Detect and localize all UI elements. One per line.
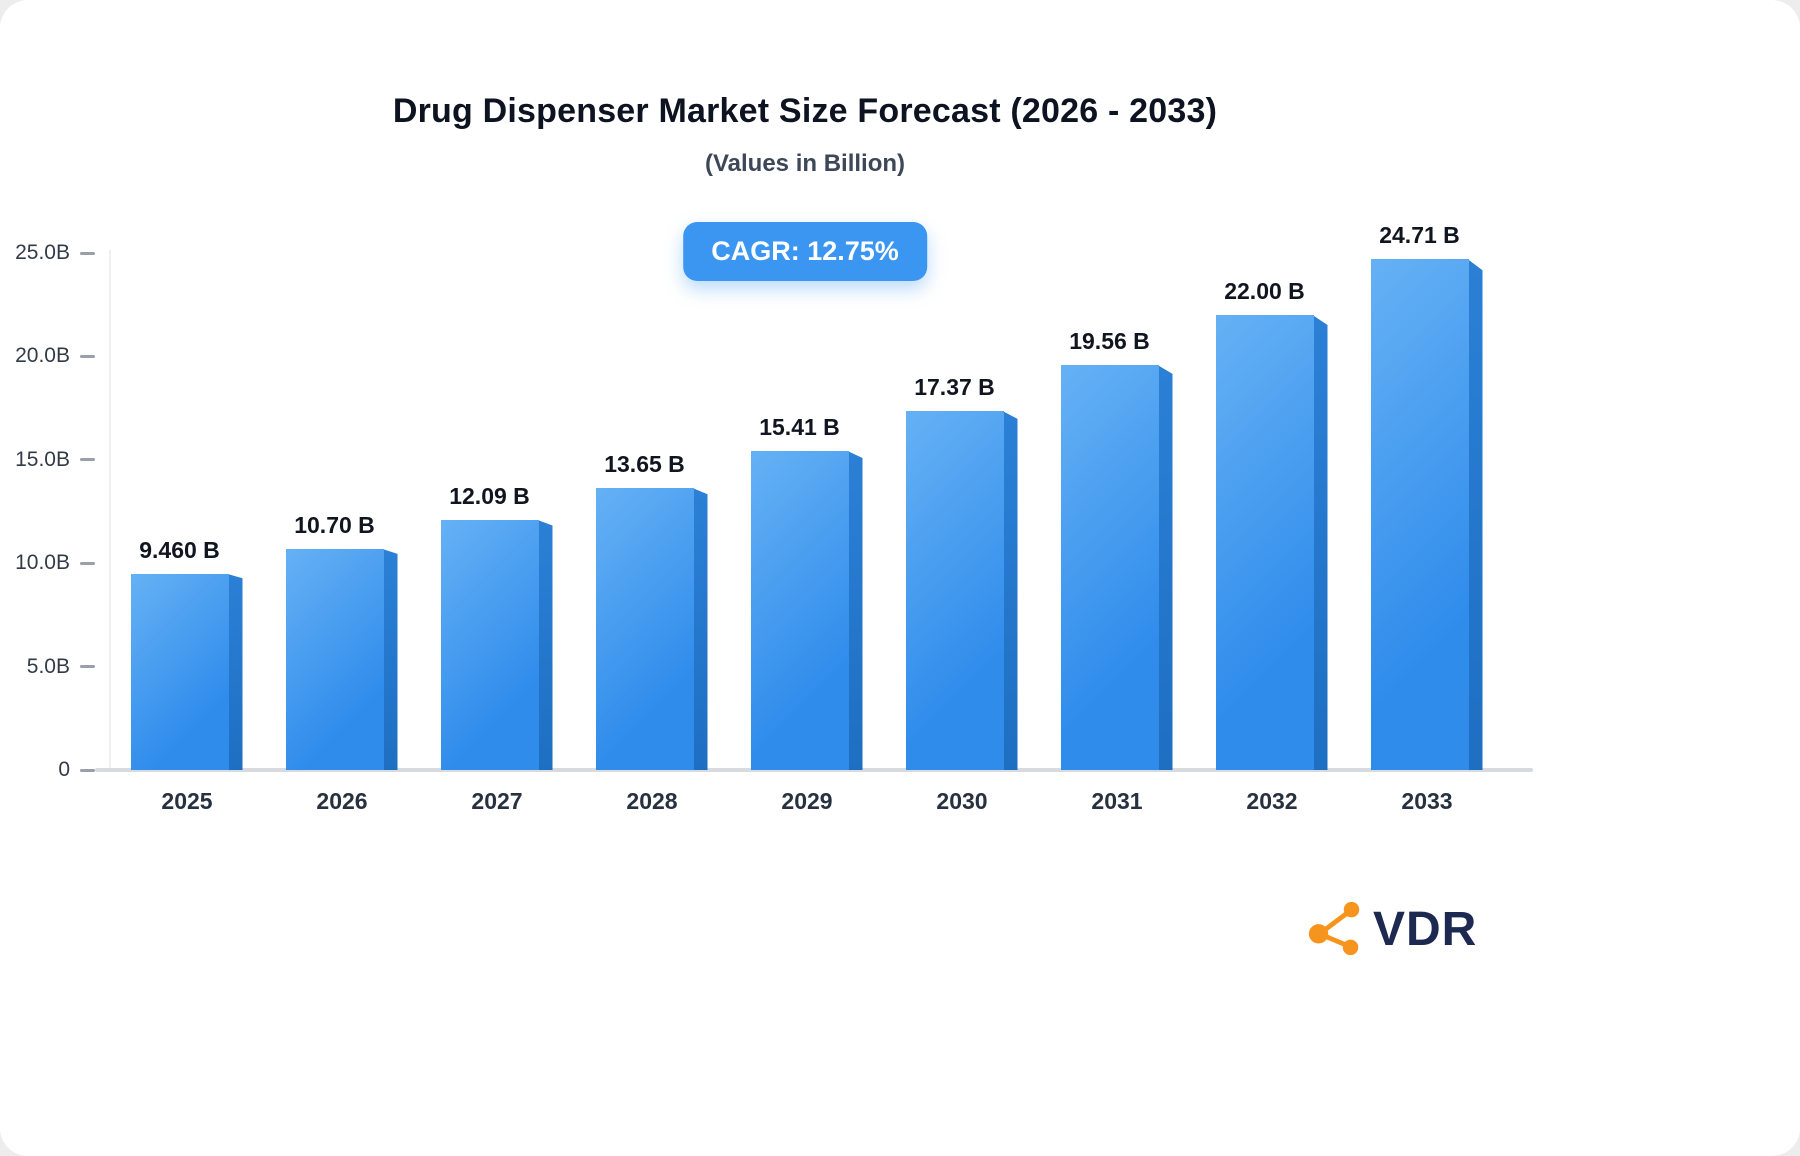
bar-value-label: 13.65 B bbox=[604, 451, 685, 477]
x-axis-label: 2028 bbox=[626, 788, 678, 814]
bar bbox=[905, 411, 1004, 770]
brand-logo-text: VDR bbox=[1373, 902, 1478, 956]
y-tick-label: 10.0B bbox=[15, 551, 70, 575]
y-tick-mark bbox=[80, 561, 95, 565]
y-axis-line bbox=[109, 250, 111, 768]
bar bbox=[1370, 259, 1469, 770]
bar-value-label: 12.09 B bbox=[449, 483, 530, 509]
y-tick-mark bbox=[80, 251, 95, 255]
bar-value-label: 22.00 B bbox=[1224, 278, 1305, 304]
cagr-badge: CAGR: 12.75% bbox=[683, 222, 927, 281]
bar bbox=[750, 451, 849, 770]
y-tick-label: 0 bbox=[58, 758, 70, 781]
chart-title: Drug Dispenser Market Size Forecast (202… bbox=[392, 92, 1218, 130]
y-tick-mark bbox=[80, 768, 95, 772]
bar-side bbox=[227, 574, 243, 770]
bar-value-label: 19.56 B bbox=[1069, 328, 1150, 354]
bar-side bbox=[1312, 315, 1328, 770]
chart-subtitle: (Values in Billion) bbox=[704, 150, 906, 177]
y-tick-mark bbox=[80, 665, 95, 669]
y-tick-label: 5.0B bbox=[26, 654, 70, 678]
bar bbox=[130, 574, 229, 770]
bar-value-label: 17.37 B bbox=[914, 374, 995, 400]
x-axis-label: 2030 bbox=[936, 788, 988, 814]
bar-side bbox=[1157, 365, 1173, 770]
y-tick-mark bbox=[80, 354, 95, 358]
x-axis-label: 2031 bbox=[1091, 788, 1143, 814]
y-tick-mark bbox=[80, 458, 95, 462]
y-tick-label: 15.0B bbox=[15, 447, 70, 471]
bar-side bbox=[1467, 259, 1483, 770]
x-axis-label: 2026 bbox=[316, 788, 368, 814]
bar bbox=[285, 549, 384, 770]
x-axis-baseline bbox=[95, 768, 1533, 772]
bar bbox=[440, 520, 539, 770]
bar-side bbox=[1002, 411, 1018, 770]
bar-value-label: 15.41 B bbox=[759, 414, 840, 440]
x-axis-label: 2029 bbox=[781, 788, 833, 814]
bar bbox=[595, 488, 694, 770]
bar-side bbox=[382, 549, 398, 770]
y-tick-label: 25.0B bbox=[15, 241, 70, 264]
bar-side bbox=[847, 451, 863, 770]
bar-value-label: 24.71 B bbox=[1379, 222, 1460, 248]
y-axis: 25.0B 20.0B 15.0B 10.0B 5.0B 0 bbox=[0, 240, 95, 781]
brand-logo: VDR bbox=[1305, 898, 1477, 960]
bar-value-label: 10.70 B bbox=[294, 512, 375, 538]
bar-value-label: 9.460 B bbox=[139, 537, 220, 563]
plot-area: 9.460 B 2025 10.70 B 2026 12.09 B 2027 13.65 B… bbox=[95, 222, 1540, 814]
x-axis-label: 2033 bbox=[1401, 788, 1453, 814]
x-axis-label: 2027 bbox=[471, 788, 523, 814]
bar bbox=[1215, 315, 1314, 770]
bar bbox=[1060, 365, 1159, 770]
bar-side bbox=[692, 488, 708, 770]
y-tick-label: 20.0B bbox=[15, 344, 70, 368]
network-nodes-icon bbox=[1308, 901, 1360, 956]
x-axis-label: 2025 bbox=[161, 788, 213, 814]
bar-side bbox=[537, 520, 553, 770]
x-axis-label: 2032 bbox=[1246, 788, 1298, 814]
